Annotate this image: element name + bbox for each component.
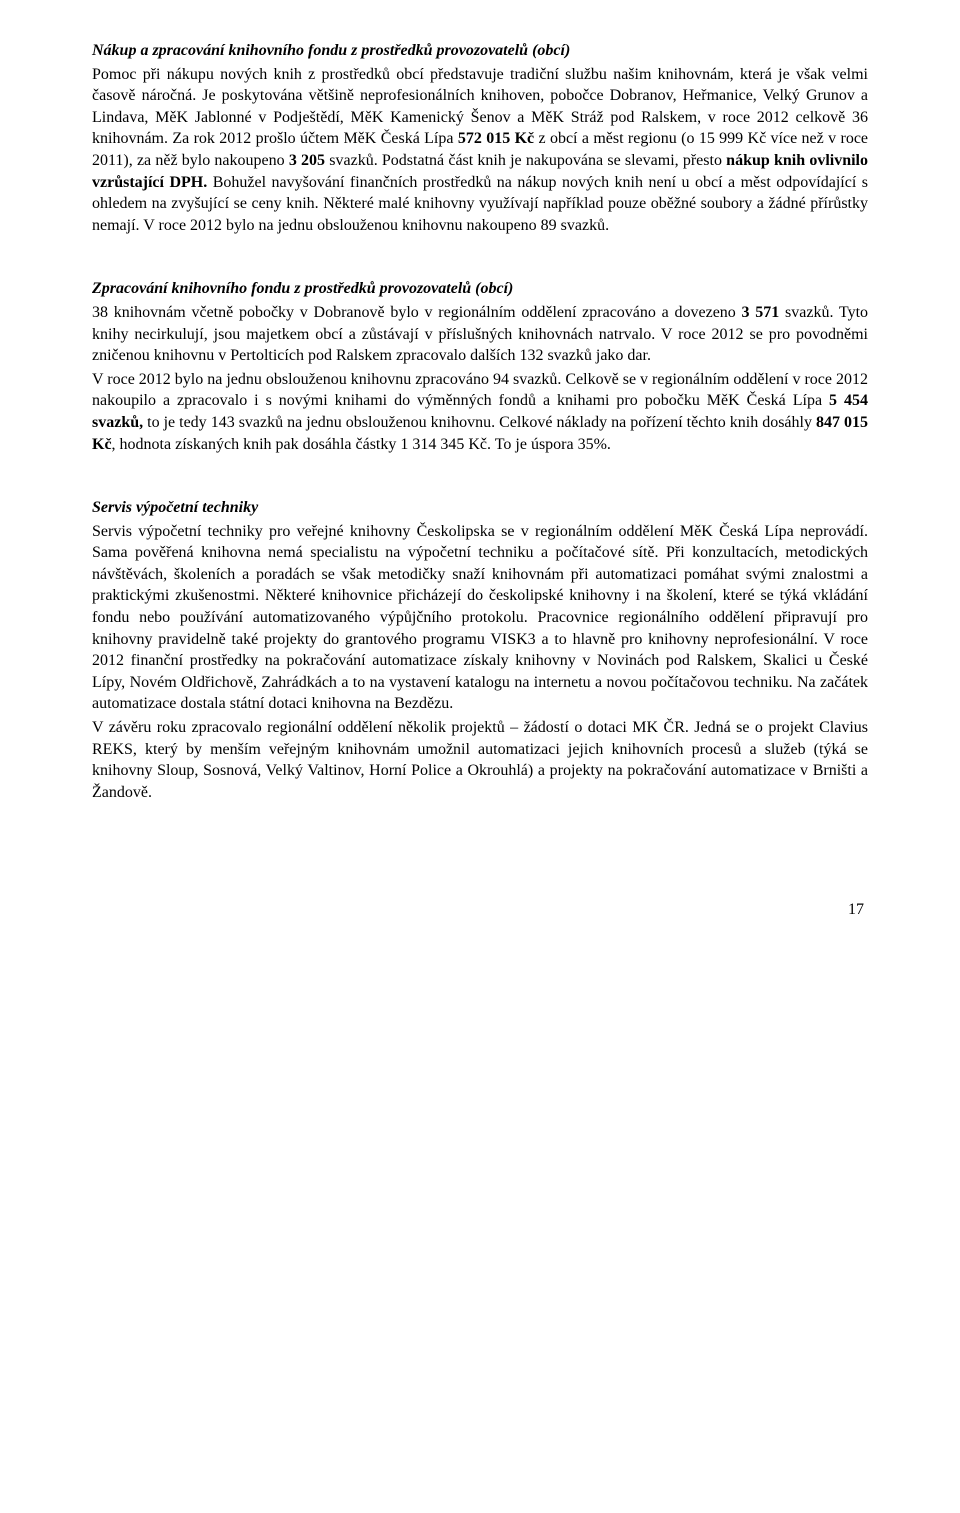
text-segment: to je tedy 143 svazků na jednu obsloužen… — [143, 414, 816, 431]
section-spacer — [92, 238, 868, 278]
text-segment: V roce 2012 bylo na jednu obslouženou kn… — [92, 371, 868, 410]
text-segment: svazků. Podstatná část knih je nakupován… — [325, 152, 726, 169]
section3-paragraph1: Servis výpočetní techniky pro veřejné kn… — [92, 521, 868, 715]
page-number: 17 — [92, 899, 868, 921]
section1-title: Nákup a zpracování knihovního fondu z pr… — [92, 40, 868, 62]
text-segment: Bohužel navyšování finančních prostředků… — [92, 174, 868, 234]
section3-title: Servis výpočetní techniky — [92, 497, 868, 519]
section2-title: Zpracování knihovního fondu z prostředků… — [92, 278, 868, 300]
text-segment: 38 knihovnám včetně pobočky v Dobranově … — [92, 304, 742, 321]
section2-paragraph2: V roce 2012 bylo na jednu obslouženou kn… — [92, 369, 868, 455]
section-spacer — [92, 457, 868, 497]
section1-paragraph: Pomoc při nákupu nových knih z prostředk… — [92, 64, 868, 237]
text-bold: 3 205 — [289, 152, 325, 169]
text-bold: 3 571 — [742, 304, 780, 321]
section3-paragraph2: V závěru roku zpracovalo regionální oddě… — [92, 717, 868, 803]
text-segment: , hodnota získaných knih pak dosáhla čás… — [112, 436, 611, 453]
text-bold: 572 015 Kč — [458, 130, 534, 147]
section2-paragraph1: 38 knihovnám včetně pobočky v Dobranově … — [92, 302, 868, 367]
